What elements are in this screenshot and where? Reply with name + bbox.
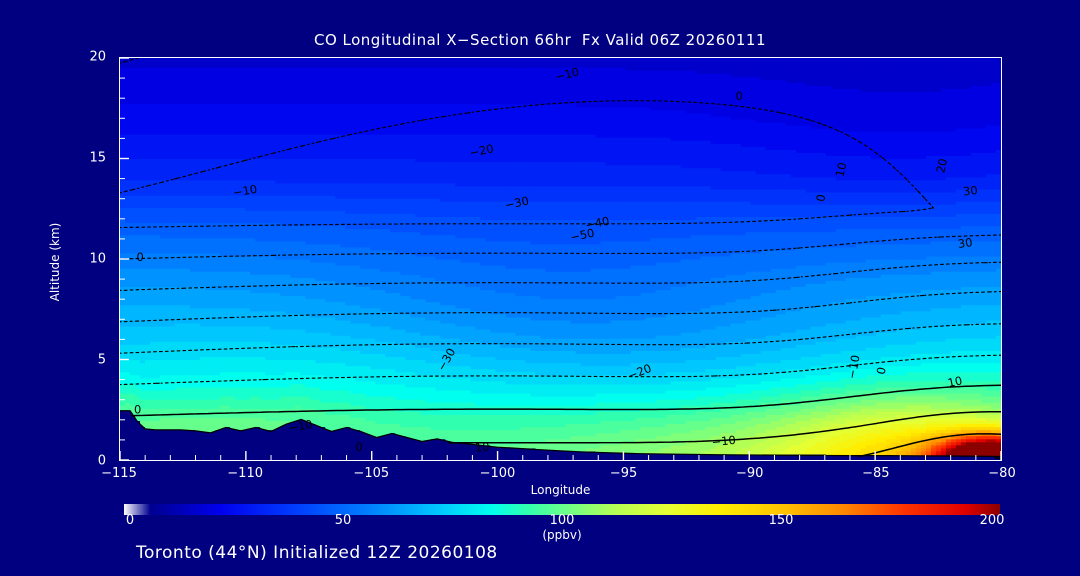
contour-label: −50 [569,226,596,245]
contour-label: 0 [813,193,828,203]
colorbar-tick-label: 150 [769,513,794,528]
contour-label: 30 [962,183,978,198]
x-tick-label: −110 [227,466,263,481]
plot-area[interactable]: −10 −20 −30 −40 −50 −10 −30 −20 −10 −10 −10 0 0 10 20 3… [119,57,1002,461]
temperature-contour [131,384,1001,417]
y-tick-label: 0 [98,454,106,469]
x-tick-label: −100 [480,466,516,481]
y-tick-label: 20 [89,50,106,65]
contour-label: −10 [711,433,737,449]
colorbar-tick-label: 100 [550,513,575,528]
contour-label: 0 [874,366,889,376]
contour-label: 10 [946,373,963,390]
contour-label: −10 [554,65,581,84]
contour-label: −30 [504,194,531,213]
y-axis-tick-labels: 0 5 10 15 20 [0,0,114,576]
y-tick-label: 10 [89,252,106,267]
y-tick-label: 15 [89,151,106,166]
x-tick-label: −85 [862,466,889,481]
x-tick-label: −90 [736,466,763,481]
contour-label: −10 [287,417,313,435]
temperature-contour [994,457,1001,460]
colorbar [124,500,1000,515]
colorbar-units-label: (ppbv) [124,528,1000,542]
contour-label: 10 [833,161,850,178]
colorbar-gradient [124,504,1000,515]
terrain-mask [120,410,1001,460]
x-tick-label: −115 [101,466,137,481]
colorbar-tick-label: 200 [980,513,1005,528]
y-tick-label: 5 [98,353,106,368]
x-tick-label: −80 [988,466,1015,481]
contour-label: 30 [957,235,973,251]
temperature-contour [120,100,934,229]
axis-ticks [120,58,1001,460]
x-tick-label: −95 [610,466,637,481]
temperature-contour [858,433,1001,458]
temperature-contour [120,323,1001,354]
contour-label: −10 [232,182,258,200]
contour-label: −10 [845,354,863,380]
figure-caption: Toronto (44°N) Initialized 12Z 20260108 [136,543,498,563]
contour-label: 0 [137,250,144,264]
temperature-contour [120,290,1001,323]
temperature-contour [448,410,1001,444]
colorbar-tick-label: 50 [335,513,352,528]
contour-label: 0 [356,440,363,454]
colorbar-tick-label: 0 [126,513,134,528]
contour-label: 0 [134,403,141,417]
contour-label: −40 [584,214,611,233]
x-axis-label: Longitude [119,483,1002,497]
contour-label: 10 [474,439,490,454]
contour-label: 0 [736,89,743,103]
temperature-contour [120,354,1001,386]
chart-title: CO Longitudinal X−Section 66hr Fx Valid … [0,31,1080,49]
contour-label: 20 [933,157,950,174]
x-tick-label: −105 [353,466,389,481]
contour-label: −20 [468,141,495,160]
